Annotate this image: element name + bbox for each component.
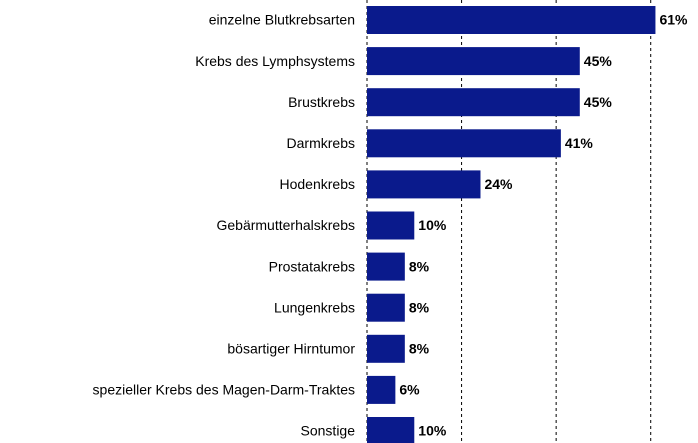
bar (367, 88, 580, 117)
value-label: 8% (409, 299, 430, 315)
value-label: 6% (399, 382, 420, 398)
category-label: Gebärmutterhalskrebs (216, 217, 355, 233)
value-label: 61% (659, 12, 688, 28)
bar (367, 6, 656, 34)
bar (367, 211, 415, 240)
bar (367, 252, 405, 281)
category-label: Prostatakrebs (269, 258, 355, 274)
value-label: 8% (409, 258, 430, 274)
value-label: 24% (484, 176, 513, 192)
category-label: Krebs des Lymphsystems (195, 53, 355, 69)
category-label: einzelne Blutkrebsarten (209, 12, 355, 28)
category-label: Lungenkrebs (274, 299, 355, 315)
bar (367, 129, 561, 158)
value-label: 8% (409, 341, 430, 357)
value-label: 41% (565, 135, 594, 151)
category-label: Brustkrebs (288, 94, 355, 110)
bar (367, 334, 405, 363)
category-label: Darmkrebs (287, 135, 355, 151)
category-label: Hodenkrebs (280, 176, 356, 192)
value-label: 10% (418, 423, 447, 439)
bar (367, 375, 396, 404)
category-label: Sonstige (301, 423, 356, 439)
bar (367, 47, 580, 76)
bar (367, 170, 481, 199)
bar (367, 417, 415, 443)
value-label: 10% (418, 217, 447, 233)
category-label: spezieller Krebs des Magen-Darm-Traktes (93, 382, 355, 398)
value-label: 45% (584, 53, 613, 69)
value-label: 45% (584, 94, 613, 110)
category-label: bösartiger Hirntumor (227, 341, 355, 357)
bar (367, 293, 405, 322)
